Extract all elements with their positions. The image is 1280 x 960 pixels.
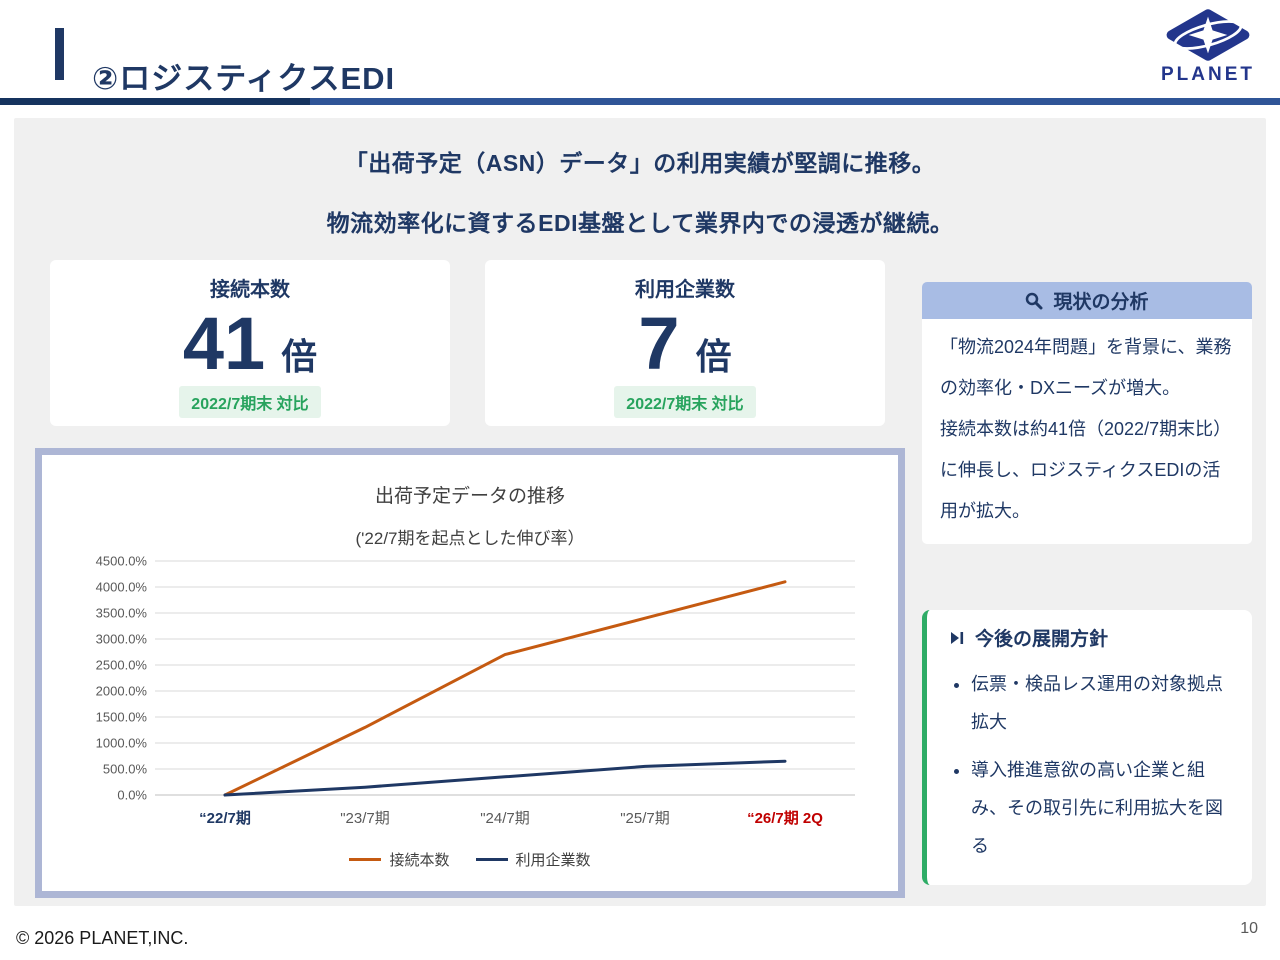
- metric-card-companies: 利用企業数 7 倍 2022/7期末 対比: [485, 260, 885, 426]
- metric-number: 7: [638, 302, 680, 385]
- metric-label: 接続本数: [210, 279, 290, 301]
- svg-text:“26/7期 2Q: “26/7期 2Q: [747, 809, 823, 827]
- metric-label: 利用企業数: [635, 279, 735, 301]
- svg-text:1000.0%: 1000.0%: [96, 736, 148, 751]
- planet-logo-icon: [1166, 9, 1250, 61]
- chart-title: 出荷予定データの推移: [374, 486, 565, 507]
- legend-label: 接続本数: [389, 852, 450, 869]
- svg-text:"25/7期: "25/7期: [620, 810, 670, 827]
- legend-swatch-companies: [475, 858, 508, 861]
- svg-text:0.0%: 0.0%: [117, 788, 147, 803]
- metric-badge-wrap: 2022/7期末 対比: [50, 386, 450, 418]
- analysis-paragraph: 接続本数は約41倍（2022/7期末比）に伸長し、ロジスティクスEDIの活用が拡…: [940, 419, 1232, 521]
- metric-unit: 倍: [281, 336, 318, 377]
- legend-swatch-connections: [349, 858, 382, 861]
- trend-chart-frame: 出荷予定データの推移 ('22/7期を起点とした伸び率） 0.0% 500.0% 1…: [35, 448, 905, 898]
- metric-badge-wrap: 2022/7期末 対比: [485, 386, 885, 418]
- svg-text:“22/7期: “22/7期: [199, 809, 251, 827]
- svg-text:"23/7期: "23/7期: [340, 810, 390, 827]
- main-panel: 「出荷予定（ASN）データ」の利用実績が堅調に推移。 物流効率化に資するEDI基…: [14, 118, 1266, 906]
- page-title: ②ロジスティクスEDI: [92, 60, 396, 96]
- analysis-title: 現状の分析: [1053, 292, 1149, 313]
- metric-value: 7 倍: [485, 302, 885, 386]
- analysis-body: 「物流2024年問題」を背景に、業務の効率化・DXニーズが増大。 接続本数は約4…: [922, 319, 1252, 544]
- metric-card-connections: 接続本数 41 倍 2022/7期末 対比: [50, 260, 450, 426]
- metric-unit: 倍: [695, 336, 732, 377]
- svg-text:"24/7期: "24/7期: [480, 810, 530, 827]
- magnifier-icon: [1026, 292, 1043, 309]
- chart-legend: 接続本数 利用企業数: [42, 849, 898, 870]
- legend-item-connections: 接続本数: [349, 849, 450, 870]
- policy-item: 伝票・検品レス運用の対象拠点拡大: [971, 665, 1238, 741]
- svg-text:500.0%: 500.0%: [103, 762, 148, 777]
- logo-text: PLANET: [1161, 64, 1255, 85]
- policy-list: 伝票・検品レス運用の対象拠点拡大 導入推進意欲の高い企業と組み、その取引先に利用…: [927, 665, 1238, 865]
- svg-text:2000.0%: 2000.0%: [96, 684, 148, 699]
- chart-subtitle: ('22/7期を起点とした伸び率）: [355, 529, 585, 548]
- play-next-icon: [951, 631, 964, 644]
- policy-header: 今後の展開方針: [927, 624, 1238, 651]
- svg-text:3500.0%: 3500.0%: [96, 606, 148, 621]
- lead-statement: 「出荷予定（ASN）データ」の利用実績が堅調に推移。 物流効率化に資するEDI基…: [14, 144, 1266, 264]
- svg-text:4000.0%: 4000.0%: [96, 580, 148, 595]
- planet-logo: PLANET: [1152, 6, 1264, 86]
- policy-item: 導入推進意欲の高い企業と組み、その取引先に利用拡大を図る: [971, 751, 1238, 865]
- header-rule: [0, 98, 1280, 105]
- metric-number: 41: [182, 302, 266, 385]
- title-accent-bar: [55, 28, 64, 80]
- svg-text:4500.0%: 4500.0%: [96, 554, 148, 569]
- policy-box: 今後の展開方針 伝票・検品レス運用の対象拠点拡大 導入推進意欲の高い企業と組み、…: [922, 610, 1252, 885]
- copyright-text: © 2026 PLANET,INC.: [16, 928, 189, 948]
- analysis-paragraph: 「物流2024年問題」を背景に、業務の効率化・DXニーズが増大。: [940, 337, 1232, 398]
- comparison-badge: 2022/7期末 対比: [614, 386, 756, 418]
- header-rule-dark-segment: [0, 98, 310, 105]
- comparison-badge: 2022/7期末 対比: [179, 386, 321, 418]
- legend-label: 利用企業数: [515, 852, 591, 869]
- svg-text:1500.0%: 1500.0%: [96, 710, 148, 725]
- metric-value: 41 倍: [50, 302, 450, 386]
- lead-line-2: 物流効率化に資するEDI基盤として業界内での浸透が継続。: [326, 210, 954, 236]
- svg-text:3000.0%: 3000.0%: [96, 632, 148, 647]
- svg-text:2500.0%: 2500.0%: [96, 658, 148, 673]
- legend-item-companies: 利用企業数: [475, 849, 591, 870]
- line-chart: 0.0% 500.0% 1000.0% 1500.0% 2000.0% 2500.0% 30…: [96, 554, 855, 827]
- policy-title: 今後の展開方針: [975, 629, 1109, 650]
- lead-line-1: 「出荷予定（ASN）データ」の利用実績が堅調に推移。: [344, 150, 936, 176]
- analysis-header: 現状の分析: [922, 282, 1252, 319]
- page-number: 10: [1240, 920, 1258, 937]
